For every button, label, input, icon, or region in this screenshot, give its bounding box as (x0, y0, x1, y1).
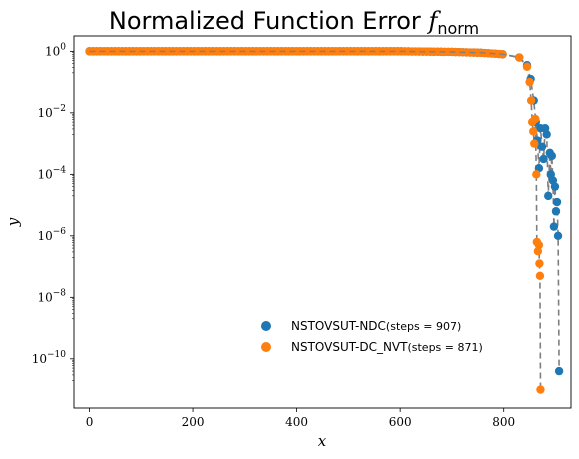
y-tick-label: 10−8 (37, 288, 66, 304)
x-axis-ticks: 0 200 400 600 800 (86, 408, 515, 429)
legend-marker-dc-nvt (261, 342, 271, 352)
data-point (535, 259, 544, 268)
chart-title: Normalized Function Error fnorm (109, 7, 479, 38)
legend-marker-ndc (261, 321, 271, 331)
data-point (537, 142, 547, 151)
data-point (550, 182, 560, 191)
series-line-overlay (89, 50, 520, 59)
data-point (542, 130, 551, 139)
data-point (536, 385, 545, 394)
x-tick-label: 0 (86, 415, 94, 429)
data-point (553, 231, 563, 241)
data-point (531, 114, 540, 124)
y-tick-label: 10−10 (32, 350, 67, 366)
data-point (552, 197, 562, 207)
data-point (515, 53, 524, 62)
data-point (522, 62, 532, 71)
data-point (554, 366, 564, 376)
x-tick-label: 400 (285, 415, 308, 429)
x-tick-label: 200 (182, 415, 205, 429)
series-points (85, 47, 564, 394)
data-point (547, 151, 557, 161)
data-point (534, 240, 544, 250)
legend: NSTOVSUT-NDC(steps = 907) NSTOVSUT-DC_NV… (261, 319, 483, 354)
x-tick-label: 800 (492, 415, 515, 429)
y-tick-label: 100 (45, 42, 66, 58)
data-point (551, 207, 561, 216)
data-point (529, 127, 538, 136)
data-point (539, 154, 548, 164)
legend-label-dc-nvt: NSTOVSUT-DC_NVT(steps = 871) (291, 340, 483, 354)
data-point (549, 222, 559, 231)
data-point (532, 170, 541, 179)
legend-label-ndc: NSTOVSUT-NDC(steps = 907) (291, 319, 461, 333)
data-point (544, 191, 553, 201)
plot-area (73, 35, 572, 409)
y-tick-label: 10−4 (37, 165, 66, 181)
y-tick-label: 10−6 (37, 227, 66, 243)
y-tick-label: 10−2 (37, 104, 66, 120)
data-point (526, 96, 536, 105)
y-axis-ticks: 100 10−2 10−4 10−6 10−8 10−10 (32, 42, 74, 381)
data-point (535, 271, 545, 281)
data-point (530, 139, 539, 148)
x-tick-label: 600 (389, 415, 412, 429)
y-axis-label: y (4, 217, 22, 227)
data-point (525, 77, 534, 87)
x-axis-label: x (318, 432, 327, 450)
